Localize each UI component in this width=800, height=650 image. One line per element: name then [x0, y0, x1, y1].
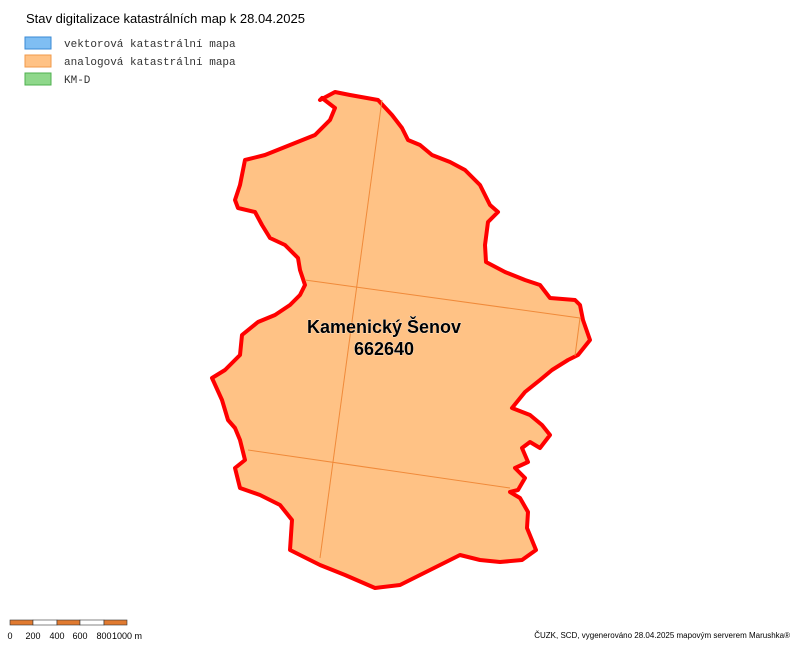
scale-segment [9, 619, 34, 626]
scale-label: 0 [7, 631, 12, 641]
sheet-line [247, 449, 511, 489]
scale-segment [32, 619, 58, 626]
scale-label: 1000 m [112, 631, 142, 641]
cadastral-area[interactable] [210, 90, 592, 590]
legend-label: vektorová katastrální mapa [64, 39, 236, 51]
scale-label: 200 [25, 631, 40, 641]
legend-label: KM-D [64, 75, 91, 87]
sheet-line [304, 279, 581, 319]
scale-label: 600 [72, 631, 87, 641]
map-title: Stav digitalizace katastrálních map k 28… [26, 11, 305, 26]
scale-label: 800 [96, 631, 111, 641]
scale-bar: 0 200 400 600 800 1000 m [7, 619, 142, 641]
sheet-line [319, 99, 383, 559]
legend-swatch [24, 54, 52, 68]
scale-segment [103, 619, 128, 626]
legend-label: analogová katastrální mapa [64, 57, 236, 69]
scale-segment [56, 619, 81, 626]
legend-swatch [24, 36, 52, 50]
scale-segment [79, 619, 105, 626]
legend-swatch [24, 72, 52, 86]
area-code: 662640 [354, 339, 414, 359]
area-name: Kamenický Šenov [307, 316, 461, 337]
attribution: ČUZK, SCD, vygenerováno 28.04.2025 mapov… [534, 631, 790, 640]
scale-label: 400 [49, 631, 64, 641]
map-sheet-lines [247, 99, 581, 559]
sheet-line [574, 317, 581, 357]
